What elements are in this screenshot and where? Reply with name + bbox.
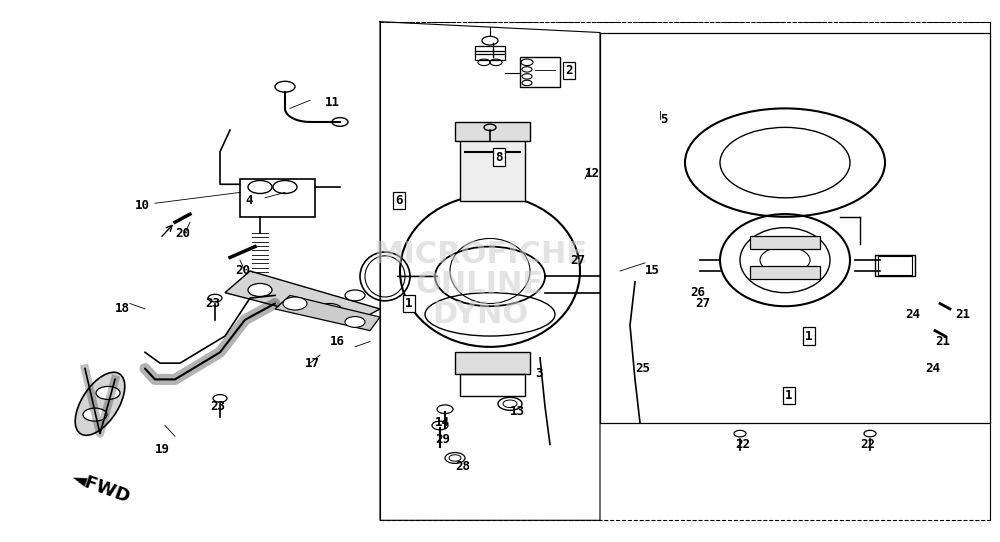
Text: 27: 27 <box>570 254 585 267</box>
Text: 24: 24 <box>925 362 940 375</box>
Circle shape <box>345 290 365 301</box>
Bar <box>460 374 525 396</box>
Circle shape <box>437 405 453 414</box>
Text: 27: 27 <box>695 297 710 310</box>
Circle shape <box>96 386 120 399</box>
Text: 13: 13 <box>510 405 525 418</box>
Bar <box>475 46 505 60</box>
Text: 19: 19 <box>155 443 170 456</box>
Circle shape <box>432 421 448 430</box>
Text: 5: 5 <box>660 113 668 126</box>
Text: 10: 10 <box>135 199 150 212</box>
Bar <box>875 255 915 276</box>
Circle shape <box>345 317 365 327</box>
Text: 1: 1 <box>405 297 413 310</box>
Text: 23: 23 <box>210 400 225 413</box>
Circle shape <box>318 304 342 317</box>
Text: 12: 12 <box>585 167 600 180</box>
Text: 2: 2 <box>565 64 572 77</box>
Circle shape <box>248 283 272 296</box>
Text: 29: 29 <box>435 433 450 446</box>
Text: 23: 23 <box>205 297 220 310</box>
Text: 4: 4 <box>245 194 252 207</box>
Text: 18: 18 <box>115 302 130 315</box>
Text: ONLINE: ONLINE <box>416 270 544 299</box>
Text: 21: 21 <box>935 335 950 348</box>
Bar <box>240 179 315 217</box>
Text: 6: 6 <box>395 194 402 207</box>
Text: 17: 17 <box>305 357 320 370</box>
Circle shape <box>83 408 107 421</box>
Polygon shape <box>225 271 380 325</box>
Text: 26: 26 <box>690 286 705 299</box>
Text: 16: 16 <box>330 335 345 348</box>
Bar <box>455 122 530 141</box>
Text: 28: 28 <box>455 460 470 473</box>
Bar <box>750 236 820 249</box>
Text: 15: 15 <box>645 264 660 278</box>
Bar <box>750 266 820 279</box>
Text: 14: 14 <box>435 416 450 429</box>
Text: 11: 11 <box>325 96 340 109</box>
Text: 1: 1 <box>805 330 812 343</box>
Text: 22: 22 <box>860 438 875 451</box>
Text: 24: 24 <box>905 308 920 321</box>
Polygon shape <box>275 295 380 331</box>
Ellipse shape <box>75 372 125 435</box>
Text: 8: 8 <box>495 151 503 164</box>
Text: 22: 22 <box>735 438 750 451</box>
Circle shape <box>283 297 307 310</box>
Text: 20: 20 <box>235 264 250 278</box>
Text: 20: 20 <box>175 227 190 240</box>
Text: DYNO: DYNO <box>432 300 528 329</box>
Text: 3: 3 <box>535 367 542 380</box>
Text: 25: 25 <box>635 362 650 375</box>
Bar <box>878 256 912 275</box>
Bar <box>455 352 530 374</box>
Text: ◄FWD: ◄FWD <box>70 469 133 507</box>
Bar <box>520 57 560 87</box>
Text: 21: 21 <box>955 308 970 321</box>
Bar <box>460 136 525 201</box>
Text: 1: 1 <box>785 389 792 402</box>
Text: MICROFICHE: MICROFICHE <box>373 240 587 269</box>
